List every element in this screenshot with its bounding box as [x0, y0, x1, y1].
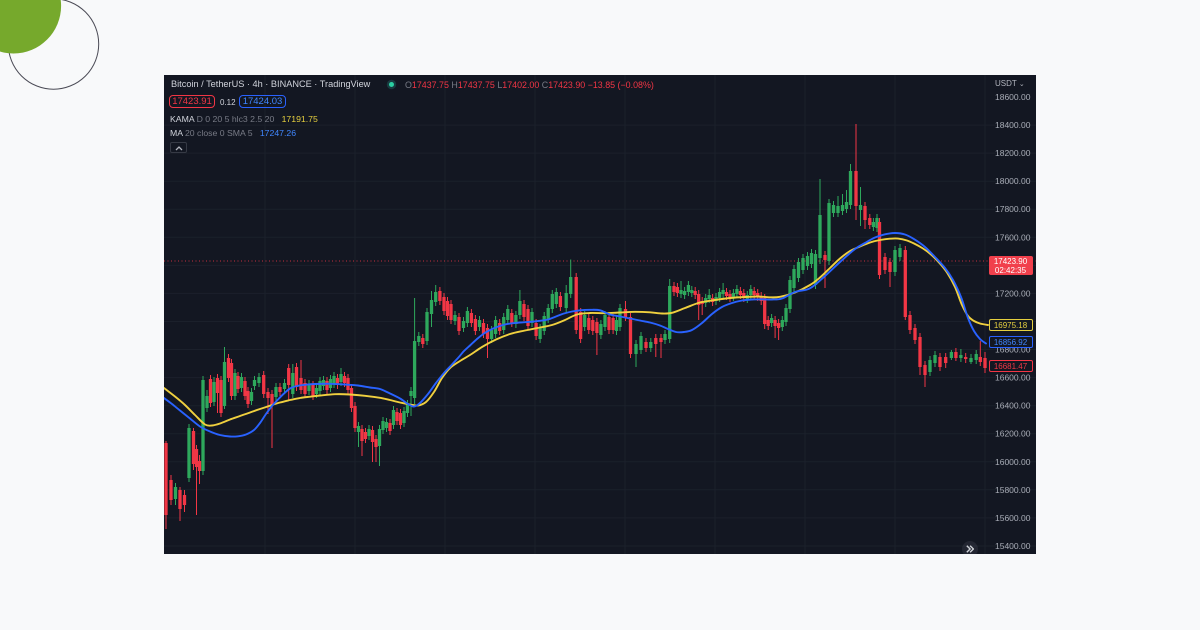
- svg-text:16200.00: 16200.00: [995, 429, 1031, 439]
- svg-text:16800.00: 16800.00: [995, 345, 1031, 355]
- svg-text:18000.00: 18000.00: [995, 176, 1031, 186]
- svg-text:16400.00: 16400.00: [995, 401, 1031, 411]
- svg-text:15400.00: 15400.00: [995, 541, 1031, 551]
- svg-text:15800.00: 15800.00: [995, 485, 1031, 495]
- svg-text:17200.00: 17200.00: [995, 288, 1031, 298]
- svg-text:17800.00: 17800.00: [995, 204, 1031, 214]
- svg-text:18600.00: 18600.00: [995, 92, 1031, 102]
- svg-text:17600.00: 17600.00: [995, 232, 1031, 242]
- svg-text:18200.00: 18200.00: [995, 148, 1031, 158]
- svg-text:16000.00: 16000.00: [995, 457, 1031, 467]
- svg-text:18400.00: 18400.00: [995, 120, 1031, 130]
- svg-text:16600.00: 16600.00: [995, 373, 1031, 383]
- svg-text:15600.00: 15600.00: [995, 513, 1031, 523]
